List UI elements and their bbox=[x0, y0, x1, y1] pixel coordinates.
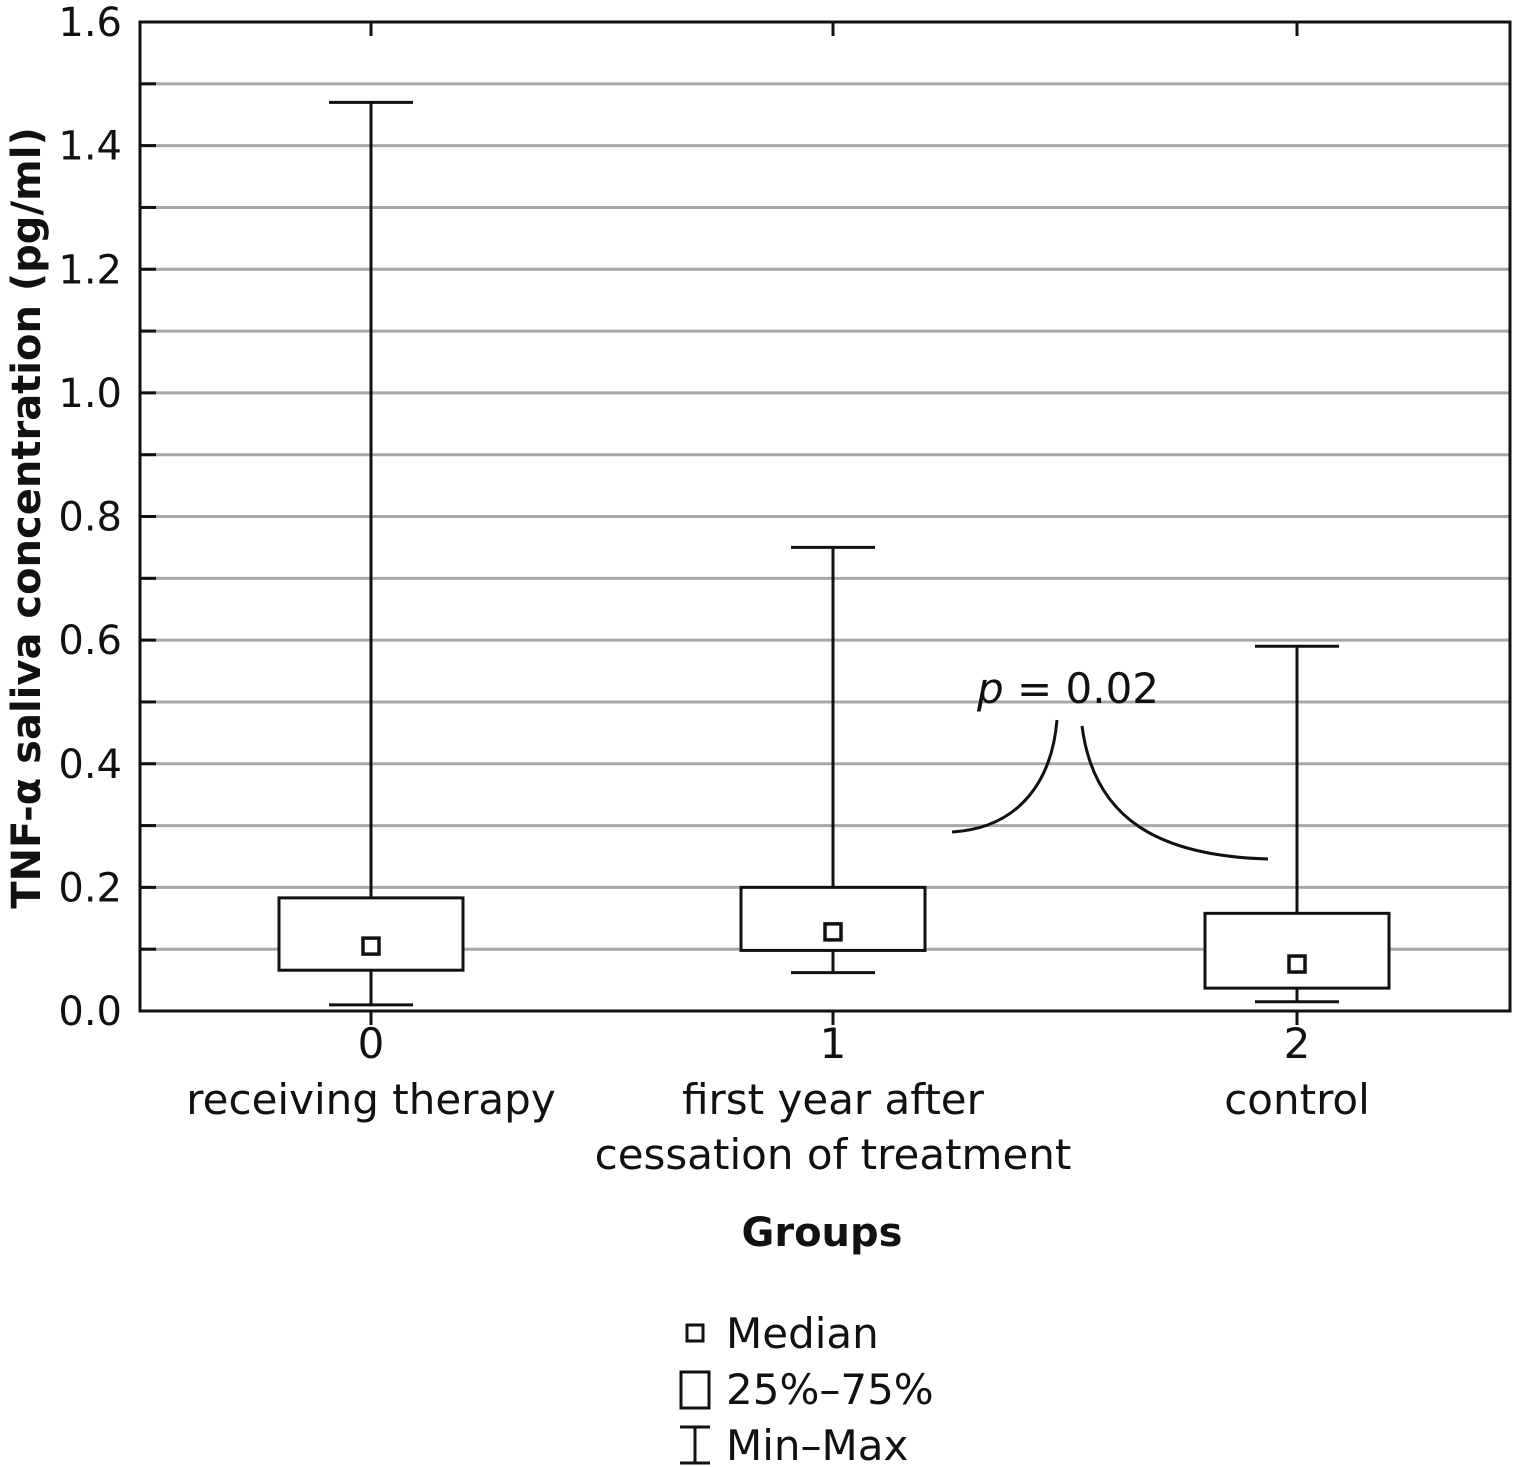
median-marker bbox=[1287, 954, 1307, 974]
y-tick-label: 0.2 bbox=[58, 865, 122, 911]
legend-item: Median bbox=[685, 1309, 879, 1358]
box-group bbox=[277, 100, 465, 1007]
x-category-label: receiving therapy bbox=[186, 1075, 555, 1124]
legend-box-icon bbox=[679, 1370, 711, 1410]
gridlines bbox=[140, 82, 1510, 951]
x-category-code: 1 bbox=[820, 1019, 847, 1068]
y-tick-label: 1.0 bbox=[58, 371, 122, 417]
x-category-label: first year after bbox=[682, 1075, 985, 1124]
y-tick-label: 1.6 bbox=[58, 0, 122, 46]
iqr-box bbox=[1203, 911, 1391, 990]
box-group bbox=[739, 545, 927, 975]
y-tick-label: 0.0 bbox=[58, 989, 122, 1035]
y-tick-label: 0.8 bbox=[58, 495, 122, 541]
legend-label: Min–Max bbox=[726, 1421, 908, 1467]
legend-item: Min–Max bbox=[680, 1421, 908, 1467]
x-axis-title: Groups bbox=[742, 1210, 903, 1256]
box-plot-series bbox=[277, 100, 1391, 1007]
p-symbol: p bbox=[976, 664, 1004, 713]
x-category-label: control bbox=[1224, 1075, 1370, 1124]
legend-label: 25%–75% bbox=[726, 1365, 934, 1414]
median-marker bbox=[823, 922, 843, 942]
bracket-right bbox=[1080, 725, 1269, 861]
significance-annotation: p = 0.02 bbox=[951, 664, 1269, 861]
y-axis-title: TNF-α saliva concentration (pg/ml) bbox=[4, 127, 50, 908]
legend-label: Median bbox=[726, 1309, 879, 1358]
x-category-code: 0 bbox=[358, 1019, 385, 1068]
legend-median-icon bbox=[685, 1323, 705, 1343]
x-category-label: cessation of treatment bbox=[595, 1130, 1072, 1179]
y-tick-label: 0.6 bbox=[58, 618, 122, 664]
y-tick-label: 0.4 bbox=[58, 742, 122, 788]
y-axis-ticks: 0.0 0.2 0.4 0.6 0.8 1.0 1.2 1.4 1.6 bbox=[58, 0, 156, 1035]
box-group bbox=[1203, 644, 1391, 1004]
p-value-label: p = 0.02 bbox=[976, 664, 1159, 713]
y-tick-label: 1.2 bbox=[58, 247, 122, 293]
bracket-left bbox=[951, 719, 1059, 834]
x-category-code: 2 bbox=[1284, 1019, 1311, 1068]
legend: Median 25%–75% Min–Max bbox=[679, 1309, 934, 1467]
median-marker bbox=[361, 936, 381, 956]
x-axis-ticks: 0 receiving therapy 1 first year after cessa… bbox=[186, 22, 1370, 1179]
iqr-box bbox=[277, 896, 465, 972]
p-value: = 0.02 bbox=[1004, 664, 1159, 713]
legend-item: 25%–75% bbox=[679, 1365, 934, 1414]
y-tick-label: 1.4 bbox=[58, 124, 122, 170]
